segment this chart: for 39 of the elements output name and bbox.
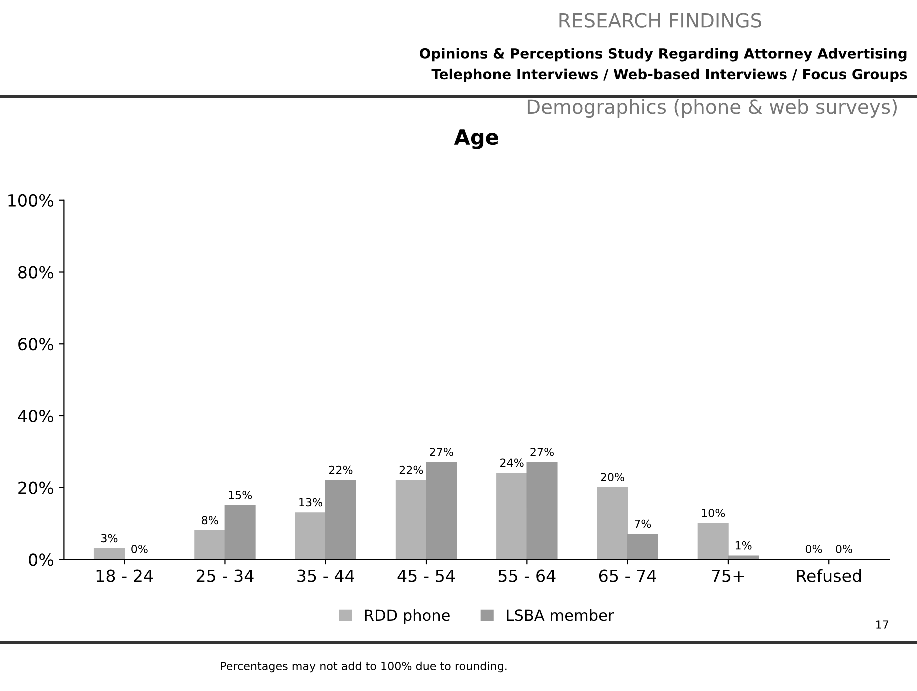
x-tick-label: 35 - 44	[298, 570, 354, 582]
text: 17	[876, 620, 889, 629]
x-tick-label: 65 - 74	[599, 570, 656, 582]
text: RESEARCH FINDINGS	[560, 13, 762, 28]
data-label: 22%	[400, 466, 424, 474]
text: Percentages may not add to 100% due to rounding.	[221, 662, 507, 673]
x-tick-label: 45 - 54	[398, 570, 456, 582]
data-label: 20%	[601, 473, 624, 482]
data-label: 0%	[836, 544, 852, 554]
data-label: 27%	[530, 448, 554, 456]
x-tick-label: 75+	[712, 570, 744, 582]
x-tick-label: 25 - 34	[196, 570, 254, 582]
data-label: 0%	[132, 544, 148, 554]
data-label: 22%	[329, 466, 353, 474]
x-tick-label: 55 - 64	[498, 570, 556, 582]
y-tick-label: 60%	[18, 338, 54, 351]
data-label: 10%	[702, 509, 726, 518]
data-label: 1%	[736, 541, 752, 550]
data-label: 13%	[300, 498, 323, 507]
data-label: 3%	[102, 534, 118, 543]
y-tick-label: 0%	[29, 554, 54, 566]
x-tick-label: Refused	[797, 569, 862, 582]
chart-subtitle: Demographics (phone & web surveys)	[528, 99, 897, 118]
data-label: 15%	[229, 491, 252, 500]
data-label: 7%	[635, 520, 652, 528]
text: Telephone Interviews / Web-based Interviews / Focus Groups	[432, 68, 908, 82]
data-label: 0%	[806, 544, 822, 554]
data-label: 24%	[500, 458, 524, 468]
data-label: 8%	[202, 516, 218, 525]
legend-label: RDD phone	[365, 609, 450, 624]
y-tick-label: 100%	[8, 194, 54, 207]
y-tick-label: 40%	[18, 410, 54, 423]
y-tick-label: 80%	[18, 266, 54, 279]
x-tick-label: 18 - 24	[96, 570, 154, 582]
legend-label: LSBA member	[507, 609, 614, 622]
text: Opinions & Perceptions Study Regarding Attorney Advertising	[420, 48, 907, 62]
data-label: 27%	[430, 448, 454, 456]
chart-title: Age	[454, 130, 498, 150]
y-tick-label: 20%	[18, 482, 54, 494]
